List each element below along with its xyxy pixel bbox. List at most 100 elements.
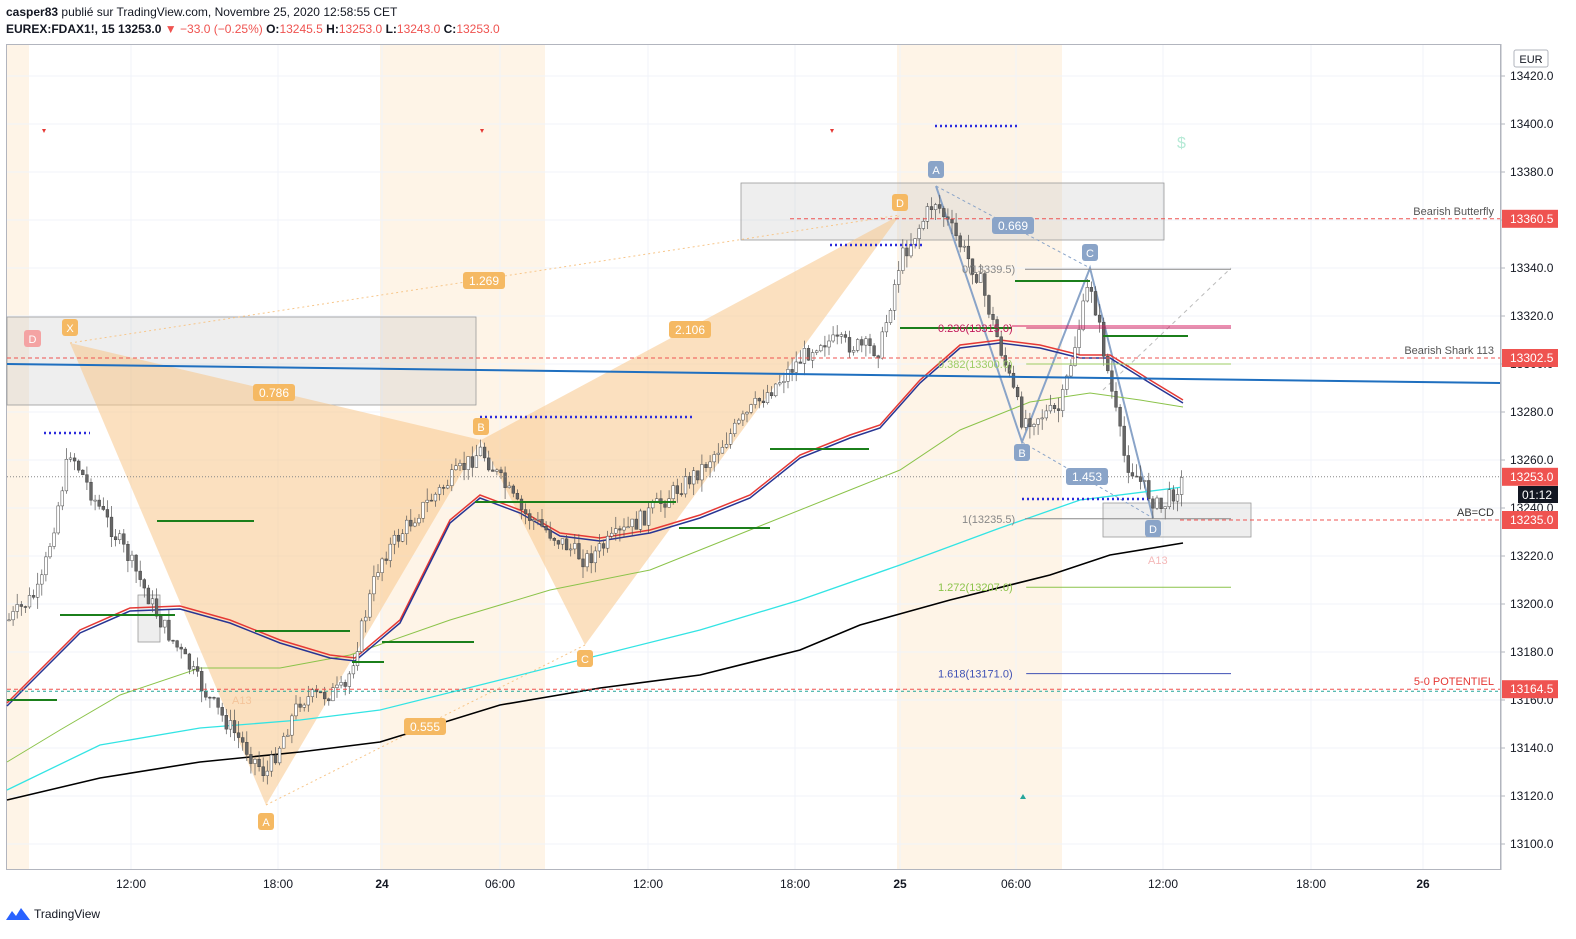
candle-body (786, 369, 790, 382)
candle-body (675, 485, 679, 494)
candle-body (458, 462, 462, 467)
candle-body (1015, 387, 1020, 398)
candle-body (573, 543, 577, 550)
candle-body (921, 221, 925, 229)
candle-body (651, 502, 655, 509)
price-tag-label: 13360.5 (1510, 212, 1554, 226)
countdown-label: 01:12 (1522, 488, 1552, 502)
candle-body (421, 502, 425, 519)
candle-body (187, 653, 192, 670)
candle-body (610, 532, 614, 537)
candle-body (118, 533, 122, 541)
candle-body (1024, 418, 1028, 428)
candle-body (85, 474, 89, 483)
candle-body (499, 469, 503, 474)
author: casper83 (6, 5, 59, 19)
candle-body (1040, 417, 1044, 420)
candle-body (622, 526, 626, 531)
candle-body (806, 348, 811, 361)
pattern-point-badge (473, 418, 489, 435)
candle-body (191, 666, 196, 670)
price-tag (1502, 467, 1558, 486)
candle-body (1151, 498, 1155, 509)
candle-body (343, 682, 347, 687)
candle-body (741, 413, 745, 421)
candle-body (528, 513, 532, 521)
pattern-point-label: X (66, 323, 74, 335)
candle-body (134, 554, 138, 572)
candle-body (409, 519, 413, 527)
level-annotation: Bearish Butterfly (1413, 206, 1494, 218)
candle-body (450, 469, 454, 486)
candle-body (36, 583, 40, 598)
candle-body (950, 218, 954, 224)
close-value: 13253.0 (456, 22, 500, 36)
candle-body (1143, 480, 1147, 482)
candle-body (897, 270, 901, 285)
candle-body (204, 690, 208, 698)
candle-body (245, 742, 249, 755)
price-tag-label: 13253.0 (1510, 470, 1554, 484)
candle-body (77, 460, 81, 471)
change: −33.0 (−0.25%) (180, 22, 263, 36)
candle-body (634, 518, 638, 530)
candle-body (1069, 365, 1073, 377)
candle-body (704, 464, 708, 468)
candle-body (757, 398, 761, 402)
pattern-leg-bcd (481, 215, 900, 645)
candle-body (368, 593, 372, 618)
tradingview-logo-icon (6, 908, 30, 920)
candle-body (60, 490, 64, 507)
candle-body (540, 519, 544, 527)
candle-body (872, 345, 876, 356)
harmonic-bd (1021, 441, 1154, 519)
price-tag (1502, 680, 1558, 699)
candle-body (884, 322, 889, 333)
candle-body (323, 692, 327, 700)
candle-body (462, 462, 466, 470)
candle-body (810, 352, 815, 361)
candle-body (892, 284, 897, 311)
candle-body (671, 485, 675, 499)
candle-body (974, 274, 979, 283)
candle-body (232, 720, 237, 734)
candle-body (97, 499, 101, 507)
candle-body (815, 350, 819, 353)
candle-body (532, 519, 536, 522)
candle-body (765, 392, 770, 403)
last-price: 13253.0 (118, 22, 162, 36)
high-label: H: (326, 22, 339, 36)
candle-body (183, 648, 187, 655)
candle-body (1171, 489, 1176, 502)
pattern-zone (740, 182, 1165, 241)
candle-body (999, 336, 1003, 356)
candle-body (429, 499, 433, 502)
candle-body (839, 334, 843, 337)
candle-body (454, 465, 458, 470)
tradingview-footer: TradingView (6, 907, 100, 921)
candle-body (27, 595, 32, 608)
harmonic-point-badge (1145, 520, 1161, 537)
candle-body (72, 457, 77, 462)
candle-body (224, 715, 228, 730)
candle-body (318, 691, 323, 694)
ema-blue (6, 342, 1184, 707)
open-value: 13245.5 (279, 22, 323, 36)
candle-body (856, 339, 860, 351)
y-tick-label: 13220.0 (1510, 549, 1554, 563)
currency-badge[interactable]: EUR (1513, 49, 1549, 68)
candle-body (392, 534, 397, 545)
candle-body (503, 472, 507, 488)
candle-body (515, 493, 520, 500)
candle-body (519, 498, 524, 510)
candle-body (761, 400, 766, 403)
candle-body (1114, 391, 1118, 408)
candle-body (372, 576, 376, 595)
candle-body (216, 697, 220, 708)
candle-body (905, 247, 909, 257)
candle-body (847, 337, 852, 353)
pattern-ratio-badge (253, 384, 295, 401)
candle-body (868, 338, 872, 347)
sma-cyan (6, 486, 1184, 791)
